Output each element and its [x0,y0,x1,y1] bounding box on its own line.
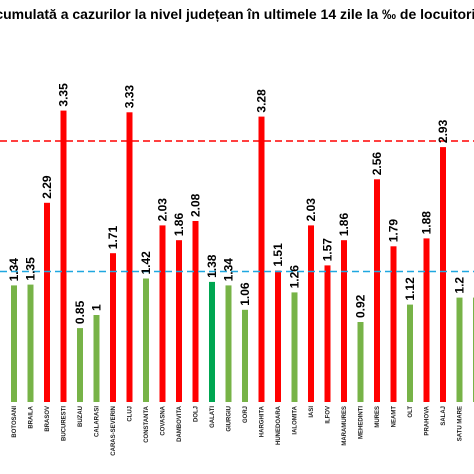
category-label: OLT [408,406,414,418]
bar-gorj [242,309,248,402]
value-label: 1 [90,304,104,311]
category-label: BUZAU [78,406,84,427]
bar-buzau [77,328,83,402]
category-label: GORJ [243,406,249,423]
value-label: 1.34 [222,258,236,282]
category-label: CALARASI [95,406,101,437]
category-label: IASI [309,406,315,418]
bar-salaj [440,147,446,402]
category-label: SATU MARE [458,406,464,441]
bar-galati [209,281,215,402]
bar-iasi [308,225,314,402]
bar-botosani [11,285,17,402]
bar-brasov [44,202,50,402]
value-label: 1.06 [238,282,252,306]
category-label: IALOMITA [293,405,299,434]
value-label: 1.79 [387,219,401,243]
category-label: GIURGIU [227,406,233,432]
chart-title: Incidența cumulată a cazurilor la nivel … [0,6,474,22]
bar-covasna [159,225,166,402]
bar-calarasi [93,315,100,402]
bar-giurgiu [225,285,232,402]
value-label: 1.88 [420,211,434,235]
value-label: 1.26 [288,265,302,289]
category-label: CONSTANTA [144,405,150,442]
value-label: 3.28 [255,89,269,113]
category-label: HARGHITA [260,405,266,437]
bar-ialomita [291,292,298,402]
value-label: 1.86 [337,213,351,237]
bar-neamt [390,246,397,402]
value-label: 1.35 [24,257,38,281]
value-label: 0.92 [354,294,368,318]
bar-prahova [423,238,430,402]
category-label: GALATI [210,406,216,428]
bar-dambovita [176,240,182,402]
bar-cluj [126,112,133,403]
category-label: BUCURESTI [62,406,68,441]
value-label: 2.29 [40,175,54,199]
value-label: 0.85 [73,300,87,324]
bar-maramures [341,240,347,402]
category-label: DAMBOVITA [177,405,183,442]
bar-constanta [143,278,149,402]
category-label: MEHEDINTI [359,406,365,439]
bar-ilfov [324,265,331,402]
category-label: SALAJ [441,406,447,426]
category-label: CARAS-SEVERIN [111,406,117,456]
bar-caras-severin [110,253,116,402]
category-label: ILFOV [326,406,332,424]
category-label: BRASOV [45,406,51,432]
category-label: CLUJ [128,406,134,422]
bar-harghita [258,116,265,402]
value-label: 1.51 [271,243,285,267]
category-label: BOTOSANI [12,406,18,438]
value-label: 1.12 [403,277,417,301]
value-label: 3.33 [123,85,137,109]
bar-bucuresti [60,110,67,402]
value-label: 1.38 [205,254,219,278]
value-label: 1.34 [7,258,21,282]
category-label: PRAHOVA [425,405,431,435]
value-label: 2.56 [370,152,384,176]
bar-hunedoara [275,270,281,402]
value-label: 1.2 [453,277,467,294]
value-label: 2.03 [304,198,318,222]
bar-mures [374,179,380,402]
bar-braila [27,284,34,402]
category-label: NEAMT [392,406,398,428]
category-label: DOLJ [194,406,200,422]
value-label: 1.57 [321,238,335,262]
category-label: COVASNA [161,405,167,435]
bar-satu-mare [456,297,463,402]
category-label: BRAILA [29,405,35,428]
bar-mehedinti [357,322,364,402]
value-label: 2.03 [156,198,170,222]
value-label: 2.08 [189,193,203,217]
bar-dolj [192,221,199,402]
category-label: HUNEDOARA [276,405,282,445]
value-label: 1.42 [139,251,153,275]
category-label: MARAMURES [342,406,348,446]
value-label: 3.35 [57,83,71,107]
value-label: 1.86 [172,213,186,237]
category-label: MURES [375,406,381,428]
value-label: 2.93 [436,119,450,143]
value-label: 1.71 [106,226,120,250]
bar-olt [407,304,413,402]
